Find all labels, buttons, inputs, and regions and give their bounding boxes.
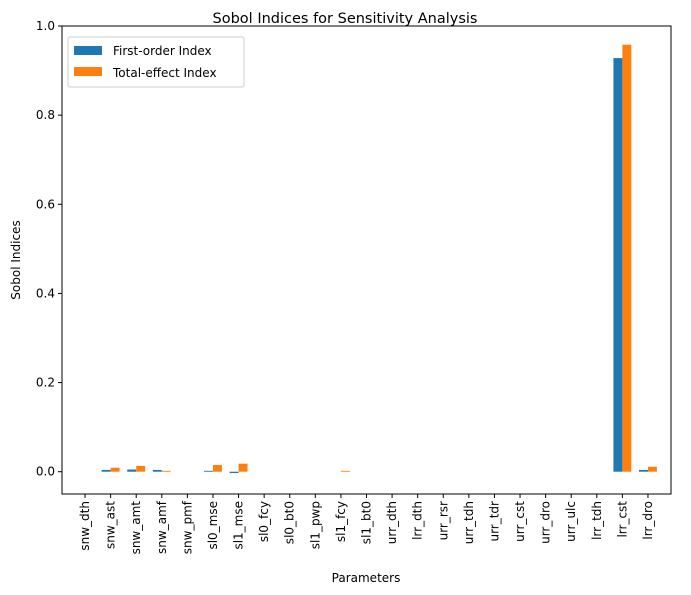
- y-tick-label: 0.6: [36, 197, 55, 211]
- bar-total-effect-snw_amt: [136, 465, 146, 472]
- bar-total-effect-snw_ast: [110, 467, 120, 472]
- x-tick-label: sl1_mse: [232, 501, 246, 550]
- bar-total-effect-sl0_mse: [212, 465, 222, 472]
- x-tick-label: sl0_fcy: [257, 501, 271, 542]
- y-tick-label: 0.4: [36, 286, 55, 300]
- y-tick-label: 0.2: [36, 376, 55, 390]
- legend-box: [67, 36, 245, 88]
- y-tick-label: 0.0: [36, 465, 55, 479]
- x-tick-label: lrr_dth: [411, 501, 425, 540]
- x-axis: snw_dth snw_ast snw_amt snw_amf snw_pmf sl0_m…: [78, 494, 655, 554]
- y-tick-label: 0.8: [36, 108, 55, 122]
- bar-first-order-sl0_mse: [204, 470, 213, 472]
- x-tick-label: snw_amf: [155, 500, 169, 554]
- legend-swatch-total-effect: [74, 67, 102, 76]
- x-tick-label: urr_ulc: [564, 501, 578, 542]
- x-tick-label: lrr_tdh: [590, 501, 604, 540]
- plot-bars: [101, 44, 657, 474]
- x-axis-title: Parameters: [332, 571, 401, 585]
- chart-title: Sobol Indices for Sensitivity Analysis: [213, 11, 478, 27]
- plot-frame: [61, 25, 672, 495]
- x-tick-label: snw_dth: [78, 501, 92, 551]
- legend-swatch-first-order: [74, 46, 102, 55]
- x-tick-label: urr_tdh: [462, 501, 476, 544]
- x-tick-label: urr_dth: [385, 501, 399, 544]
- x-tick-label: urr_tdr: [487, 501, 501, 542]
- bar-total-effect-snw_amf: [161, 470, 171, 472]
- x-tick-label: lrr_dro: [641, 501, 655, 540]
- bar-first-order-lrr_cst: [613, 58, 623, 472]
- y-axis: 0.0 0.2 0.4 0.6 0.8 1.0: [36, 19, 62, 479]
- bar-total-effect-sl1_fcy: [340, 470, 350, 472]
- bar-first-order-snw_ast: [101, 469, 111, 472]
- bar-first-order-lrr_dro: [639, 469, 648, 472]
- x-tick-label: snw_amt: [129, 501, 143, 555]
- bar-total-effect-lrr_cst: [622, 44, 632, 472]
- legend-label-first-order: First-order Index: [113, 44, 212, 58]
- x-tick-label: sl0_bt0: [283, 501, 297, 544]
- x-tick-label: sl1_bt0: [360, 501, 374, 544]
- x-tick-label: urr_dro: [539, 501, 553, 544]
- x-tick-label: sl0_mse: [206, 501, 220, 550]
- x-tick-label: lrr_cst: [615, 501, 629, 538]
- x-tick-label: sl1_fcy: [334, 501, 348, 542]
- x-tick-label: snw_pmf: [180, 500, 194, 554]
- bar-first-order-sl1_mse: [229, 471, 239, 474]
- legend: First-order Index Total-effect Index: [67, 36, 245, 88]
- x-tick-label: urr_cst: [513, 501, 527, 542]
- y-axis-title: Sobol Indices: [9, 220, 23, 299]
- x-tick-label: urr_rsr: [436, 501, 450, 540]
- bar-total-effect-sl1_mse: [238, 463, 248, 472]
- x-tick-label: snw_ast: [104, 501, 118, 549]
- bar-first-order-snw_amt: [127, 469, 137, 472]
- x-tick-label: sl1_pwp: [308, 501, 322, 549]
- y-tick-label: 1.0: [36, 19, 55, 33]
- bar-total-effect-lrr_dro: [647, 466, 657, 472]
- legend-label-total-effect: Total-effect Index: [112, 66, 217, 80]
- bar-first-order-snw_amf: [152, 469, 162, 472]
